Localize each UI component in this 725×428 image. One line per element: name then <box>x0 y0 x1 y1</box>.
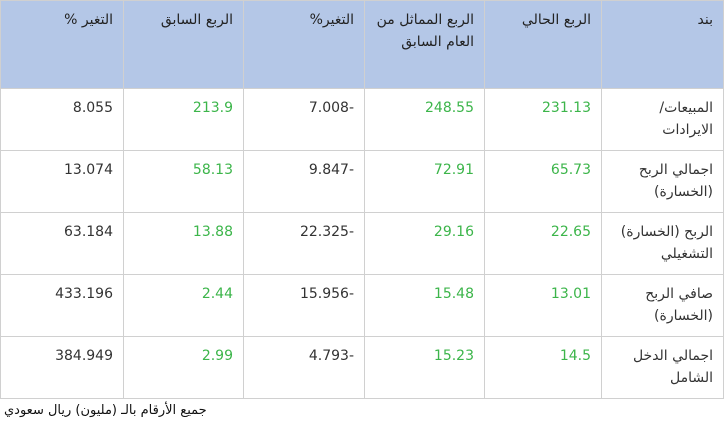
value-cell: 22.325- <box>243 212 365 275</box>
value-cell: 22.65 <box>484 212 602 275</box>
column-header: الربع الحالي <box>484 0 602 89</box>
column-header: الربع السابق <box>123 0 244 89</box>
table-row: المبيعات/ الايرادات 231.13 248.55 7.008- 213… <box>0 88 724 151</box>
column-header: الربع المماثل من العام السابق <box>364 0 485 89</box>
column-header: بند <box>601 0 724 89</box>
table-row: الربح (الخسارة) التشغيلي 22.65 29.16 22.325… <box>0 212 724 275</box>
value-cell: 213.9 <box>123 88 244 151</box>
column-header: التغير% <box>243 0 365 89</box>
value-cell: 4.793- <box>243 336 365 399</box>
column-header: التغير % <box>0 0 124 89</box>
row-label: الربح (الخسارة) التشغيلي <box>601 212 724 275</box>
value-cell: 29.16 <box>364 212 485 275</box>
data-table: بند الربع الحالي الربع المماثل من العام ال… <box>0 0 724 399</box>
table-row: اجمالي الربح (الخسارة) 65.73 72.91 9.847- 58… <box>0 150 724 213</box>
value-cell: 72.91 <box>364 150 485 213</box>
value-cell: 65.73 <box>484 150 602 213</box>
value-cell: 248.55 <box>364 88 485 151</box>
header-row: بند الربع الحالي الربع المماثل من العام ال… <box>0 0 724 89</box>
value-cell: 15.48 <box>364 274 485 337</box>
value-cell: 14.5 <box>484 336 602 399</box>
value-cell: 63.184 <box>0 212 124 275</box>
value-cell: 13.074 <box>0 150 124 213</box>
value-cell: 15.23 <box>364 336 485 399</box>
value-cell: 231.13 <box>484 88 602 151</box>
value-cell: 7.008- <box>243 88 365 151</box>
row-label: اجمالي الربح (الخسارة) <box>601 150 724 213</box>
value-cell: 2.99 <box>123 336 244 399</box>
footer-note: جميع الأرقام بالـ (مليون) ريال سعودي <box>4 403 207 418</box>
value-cell: 9.847- <box>243 150 365 213</box>
value-cell: 8.055 <box>0 88 124 151</box>
table-row: صافي الربح (الخسارة) 13.01 15.48 15.956- 2.4… <box>0 274 724 337</box>
table-row: اجمالي الدخل الشامل 14.5 15.23 4.793- 2.99 38… <box>0 336 724 399</box>
row-label: المبيعات/ الايرادات <box>601 88 724 151</box>
row-label: صافي الربح (الخسارة) <box>601 274 724 337</box>
value-cell: 2.44 <box>123 274 244 337</box>
value-cell: 13.88 <box>123 212 244 275</box>
value-cell: 384.949 <box>0 336 124 399</box>
value-cell: 433.196 <box>0 274 124 337</box>
value-cell: 15.956- <box>243 274 365 337</box>
value-cell: 13.01 <box>484 274 602 337</box>
value-cell: 58.13 <box>123 150 244 213</box>
row-label: اجمالي الدخل الشامل <box>601 336 724 399</box>
table-body: المبيعات/ الايرادات 231.13 248.55 7.008- 213… <box>0 88 724 399</box>
